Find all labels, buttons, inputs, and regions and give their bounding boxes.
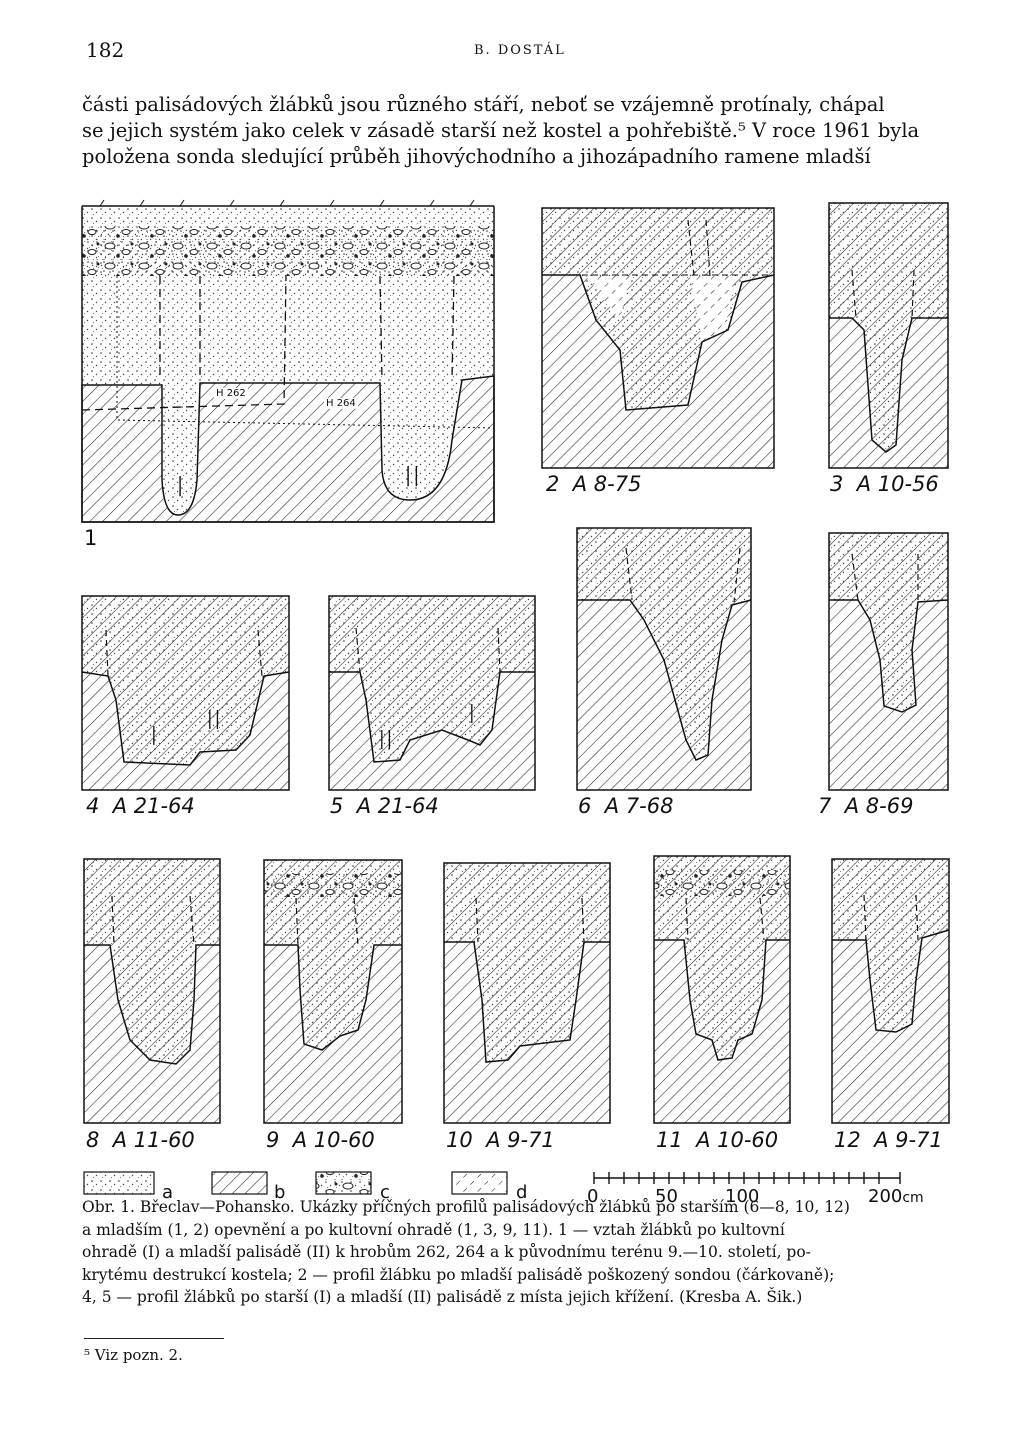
profile-panel-10 [443,862,611,1124]
scale-tick-value: 200 [868,1186,903,1207]
panel-code: A 10-60 [696,1128,779,1152]
legend-label-b: b [274,1182,286,1203]
panel-5-label: 5 A 21-64 [330,794,439,818]
figure-caption: Obr. 1. Břeclav—Pohansko. Ukázky příčnýc… [82,1196,958,1309]
panel-2-label: 2 A 8-75 [546,472,641,496]
panel-1-number: 1 [84,526,98,550]
roman-label: II [206,706,222,736]
panel-code: A 11-60 [112,1128,195,1152]
panel-code: A 9-71 [486,1128,555,1152]
body-line: se jejich systém jako celek v zásadě sta… [82,119,920,142]
caption-line: ohradě (I) a mladší palisádě (II) k hrob… [82,1243,811,1261]
panel-code: A 9-71 [874,1128,943,1152]
panel-number: 6 [578,794,592,818]
panel-number: 12 [834,1128,861,1152]
grave-label-262: H 262 [214,388,248,399]
profile-panel-7 [828,532,949,791]
roman-label: II [404,460,421,493]
panel-10-label: 10 A 9-71 [446,1128,555,1152]
profile-panel-8 [83,858,221,1124]
panel-number: 9 [266,1128,280,1152]
profile-panel-1 [81,199,495,523]
panel-code: A 8-75 [572,472,642,496]
scale-unit: cm [902,1190,924,1206]
panel-code: A 21-64 [112,794,195,818]
panel-6-label: 6 A 7-68 [578,794,673,818]
panel-code: A 7-68 [604,794,674,818]
scale-tick-0: 0 [587,1186,599,1207]
roman-label: I [150,722,158,752]
caption-line: krytému destrukcí kostela; 2 — profil žl… [82,1265,835,1284]
panel-number: 2 [546,472,560,496]
panel-7-label: 7 A 8-69 [818,794,913,818]
panel-8-label: 8 A 11-60 [86,1128,195,1152]
page-number: 182 [86,38,125,62]
roman-label: II [378,726,394,756]
panel-number: 7 [818,794,832,818]
legend-label-c: c [380,1182,390,1203]
legend-swatches [83,1171,508,1195]
roman-label: I [176,470,185,503]
profile-panel-6 [576,527,752,791]
panel-code: A 21-64 [356,794,439,818]
body-line: části palisádových žlábků jsou různého s… [82,93,885,116]
roman-label: I [468,700,476,730]
running-head: B. DOSTÁL [474,43,566,58]
scale-tick-200: 200cm [868,1186,924,1207]
legend-label-a: a [162,1182,174,1203]
scale-bar [593,1172,901,1184]
body-line: položena sonda sledující průběh jihových… [82,145,871,168]
footnote: ⁵ Viz pozn. 2. [84,1346,183,1364]
legend-label-d: d [516,1182,528,1203]
profile-panel-11 [653,855,791,1124]
panel-number: 8 [86,1128,100,1152]
panel-number: 4 [86,794,100,818]
panel-code: A 8-69 [844,794,914,818]
footnote-rule [84,1338,224,1339]
caption-line: Obr. 1. Břeclav—Pohansko. Ukázky příčnýc… [82,1198,850,1216]
profile-panel-12 [831,858,950,1124]
panel-number: 5 [330,794,344,818]
profile-panel-2 [541,207,775,469]
panel-number: 10 [446,1128,473,1152]
panel-code: A 10-60 [292,1128,375,1152]
body-text: části palisádových žlábků jsou různého s… [82,92,954,170]
panel-code: A 10-56 [856,472,939,496]
panel-11-label: 11 A 10-60 [656,1128,778,1152]
panel-12-label: 12 A 9-71 [834,1128,943,1152]
caption-line: a mladším (1, 2) opevnění a po kultovní … [82,1220,785,1239]
scale-tick-100: 100 [725,1186,760,1207]
panel-3-label: 3 A 10-56 [830,472,939,496]
profile-panel-4 [81,595,290,791]
panel-number: 11 [656,1128,683,1152]
profile-panel-9 [263,859,403,1124]
scale-tick-50: 50 [655,1186,678,1207]
panel-9-label: 9 A 10-60 [266,1128,375,1152]
profile-panel-3 [828,202,949,469]
profile-panel-5 [328,595,536,791]
panel-number: 3 [830,472,844,496]
grave-label-264: H 264 [324,398,358,409]
caption-line: 4, 5 — profil žlábků po starší (I) a mla… [82,1288,803,1306]
panel-4-label: 4 A 21-64 [86,794,195,818]
